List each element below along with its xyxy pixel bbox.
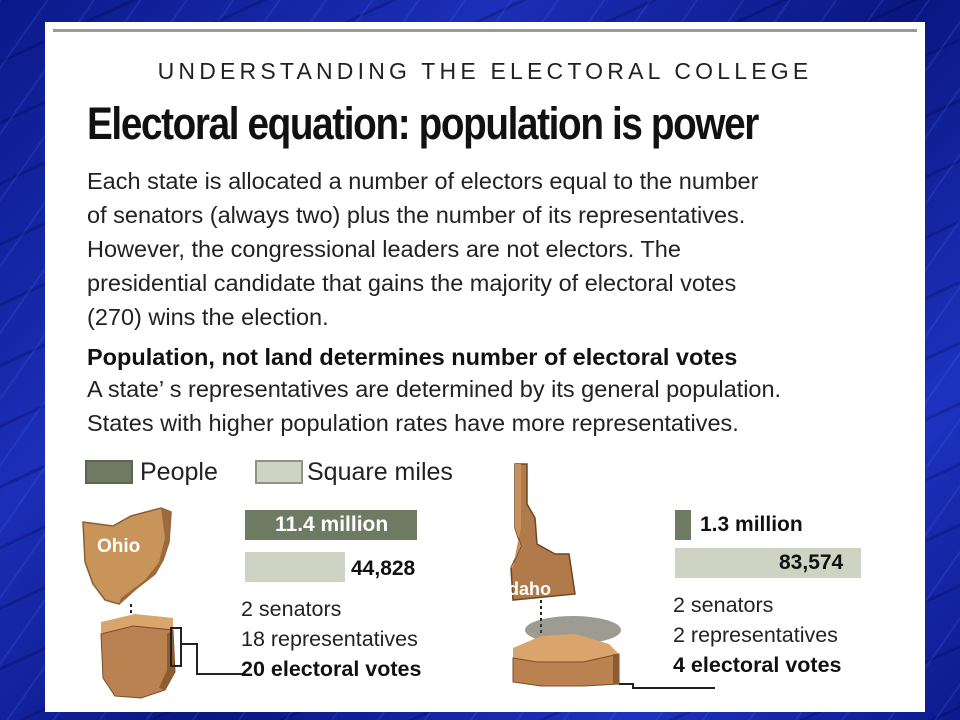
ohio-senators: 2 senators <box>241 597 342 621</box>
detail-line: A state’ s representatives are determine… <box>87 376 782 402</box>
idaho-population-bar <box>675 510 691 540</box>
ohio-electoral-votes: 20 electoral votes <box>241 657 422 681</box>
intro-line: of senators (always two) plus the number… <box>87 202 746 228</box>
idaho-info: 2 senators 2 representatives 4 electoral… <box>673 590 842 680</box>
headline: Electoral equation: population is power <box>87 98 759 149</box>
intro-line: (270) wins the election. <box>87 304 329 330</box>
ohio-map-label: Ohio <box>97 536 140 557</box>
people-swatch <box>85 460 133 484</box>
detail-line: States with higher population rates have… <box>87 410 739 436</box>
legend-people-label: People <box>140 458 218 486</box>
idaho-electoral-votes: 4 electoral votes <box>673 653 842 677</box>
ohio-population-bar <box>245 510 417 540</box>
ohio-rep-marker <box>170 627 182 667</box>
infographic-panel: UNDERSTANDING THE ELECTORAL COLLEGE Elec… <box>45 22 925 712</box>
legend-square-miles-label: Square miles <box>307 458 453 486</box>
idaho-map-label: Idaho <box>503 579 551 599</box>
intro-line: However, the congressional leaders are n… <box>87 236 681 262</box>
ohio-info: 2 senators 18 representatives 20 elector… <box>241 594 421 684</box>
ohio-shape-shadow <box>119 508 171 604</box>
square-miles-swatch <box>255 460 303 484</box>
idaho-extrusion-top <box>513 634 619 662</box>
idaho-shape-highlight <box>511 464 521 568</box>
intro-paragraph: Each state is allocated a number of elec… <box>87 164 887 334</box>
idaho-senators: 2 senators <box>673 593 774 617</box>
idaho-population-label: 1.3 million <box>700 513 803 536</box>
idaho-representatives: 2 representatives <box>673 623 838 647</box>
ohio-map: Ohio <box>82 507 243 699</box>
idaho-area-label: 83,574 <box>779 551 844 574</box>
intro-line: presidential candidate that gains the ma… <box>87 270 737 296</box>
idaho-map: Idaho <box>503 463 715 689</box>
ohio-population-label: 11.4 million <box>275 513 389 536</box>
kicker-title: UNDERSTANDING THE ELECTORAL COLLEGE <box>157 58 813 84</box>
intro-line: Each state is allocated a number of elec… <box>87 168 759 194</box>
top-rule <box>53 29 917 32</box>
ohio-area-label: 44,828 <box>351 557 416 580</box>
ohio-leader-line <box>181 643 243 675</box>
ohio-area-bar <box>245 552 345 582</box>
section-subhead: Population, not land determines number o… <box>87 344 738 370</box>
idaho-area-bar <box>675 548 861 578</box>
idaho-extrusion-side <box>613 654 619 684</box>
ohio-representatives: 18 representatives <box>241 627 418 651</box>
idaho-leader-line <box>619 683 715 689</box>
detail-paragraph: A state’ s representatives are determine… <box>87 372 887 440</box>
